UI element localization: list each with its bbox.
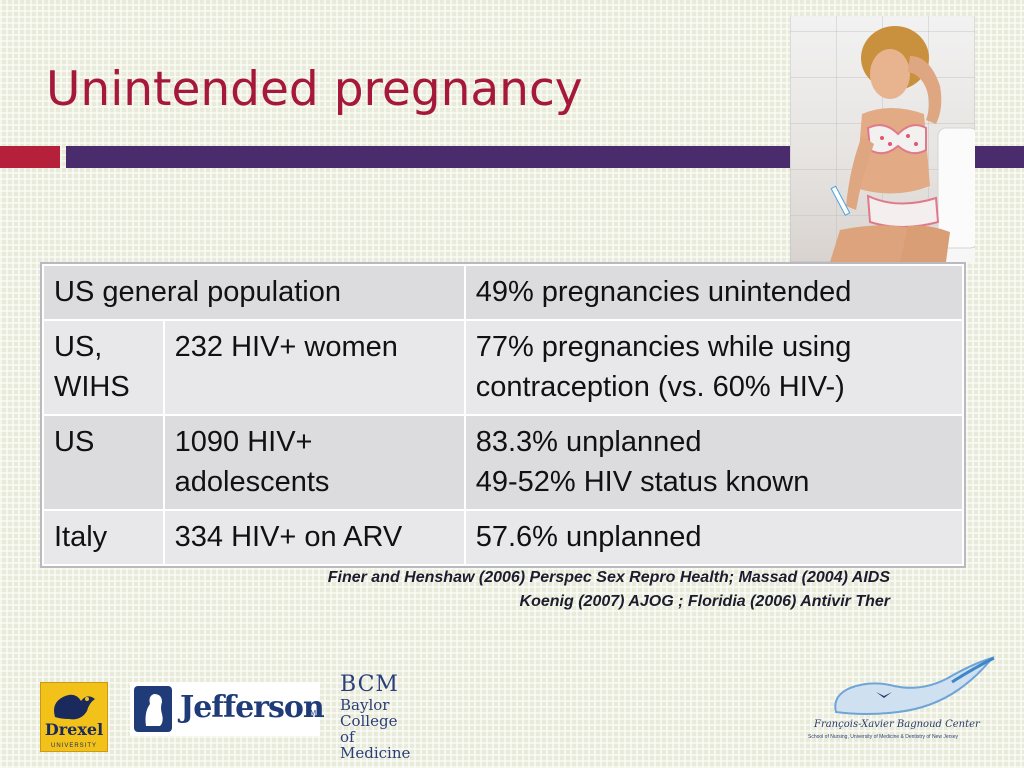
fxb-name: François-Xavier Bagnoud Center	[814, 719, 980, 730]
table-cell-population: US general population	[42, 264, 466, 321]
slide-title: Unintended pregnancy	[46, 62, 583, 117]
table-cell-cohort: 1090 HIV+ adolescents	[162, 414, 466, 511]
bird-wave-icon	[834, 656, 995, 715]
fxb-logo: François-Xavier Bagnoud Center School of…	[802, 656, 998, 746]
jefferson-logo: Jefferson TM	[130, 682, 325, 736]
bcm-line: Medicine	[340, 744, 411, 762]
bcm-line: College of	[340, 712, 398, 746]
bcm-line: Baylor	[340, 696, 390, 714]
finding-line: 49-52% HIV status known	[475, 466, 810, 498]
reference-line: Koenig (2007) AJOG ; Floridia (2006) Ant…	[519, 593, 890, 610]
table-row: US 1090 HIV+ adolescents 83.3% unplanned…	[42, 414, 965, 511]
jefferson-name: Jefferson	[180, 690, 325, 725]
drexel-sub: UNIVERSITY	[50, 743, 97, 749]
table-row: Italy 334 HIV+ on ARV 57.6% unplanned	[42, 509, 965, 566]
table-cell-region: Italy	[42, 509, 165, 566]
table-cell-finding: 83.3% unplanned 49-52% HIV status known	[463, 414, 965, 511]
bcm-mark: BCM	[340, 672, 399, 697]
drexel-name: Drexel	[44, 720, 104, 739]
fxb-sub: School of Nursing, University of Medicin…	[808, 734, 959, 740]
table-cell-region: US	[42, 414, 165, 511]
drexel-logo: Drexel UNIVERSITY	[40, 682, 108, 752]
accent-bar-purple	[66, 146, 1024, 168]
finding-line: 77% pregnancies while using contraceptio…	[475, 331, 852, 403]
table-cell-cohort: 334 HIV+ on ARV	[162, 509, 466, 566]
table-cell-cohort: 232 HIV+ women	[162, 319, 466, 416]
references: Finer and Henshaw (2006) Perspec Sex Rep…	[328, 566, 890, 614]
reference-line: Finer and Henshaw (2006) Perspec Sex Rep…	[327, 569, 890, 586]
bcm-logo: BCM Baylor College of Medicine	[340, 672, 410, 761]
table-row: US general population 49% pregnancies un…	[42, 264, 965, 321]
table-cell-region: US, WIHS	[42, 319, 165, 416]
finding-line: 57.6% unplanned	[475, 521, 702, 553]
jefferson-bust-icon	[134, 686, 172, 732]
table-cell-finding: 77% pregnancies while using contraceptio…	[463, 319, 965, 416]
accent-bar-red	[0, 146, 60, 168]
dragon-icon	[54, 694, 95, 720]
table-row: US, WIHS 232 HIV+ women 77% pregnancies …	[42, 319, 965, 416]
table-cell-finding: 57.6% unplanned	[463, 509, 965, 566]
jefferson-tm: TM	[306, 710, 317, 717]
table-cell-finding: 49% pregnancies unintended	[463, 264, 965, 321]
pregnancy-data-table: US general population 49% pregnancies un…	[40, 262, 966, 568]
woman-pregnancy-test-photo	[790, 16, 975, 262]
finding-line: 83.3% unplanned	[475, 426, 702, 458]
